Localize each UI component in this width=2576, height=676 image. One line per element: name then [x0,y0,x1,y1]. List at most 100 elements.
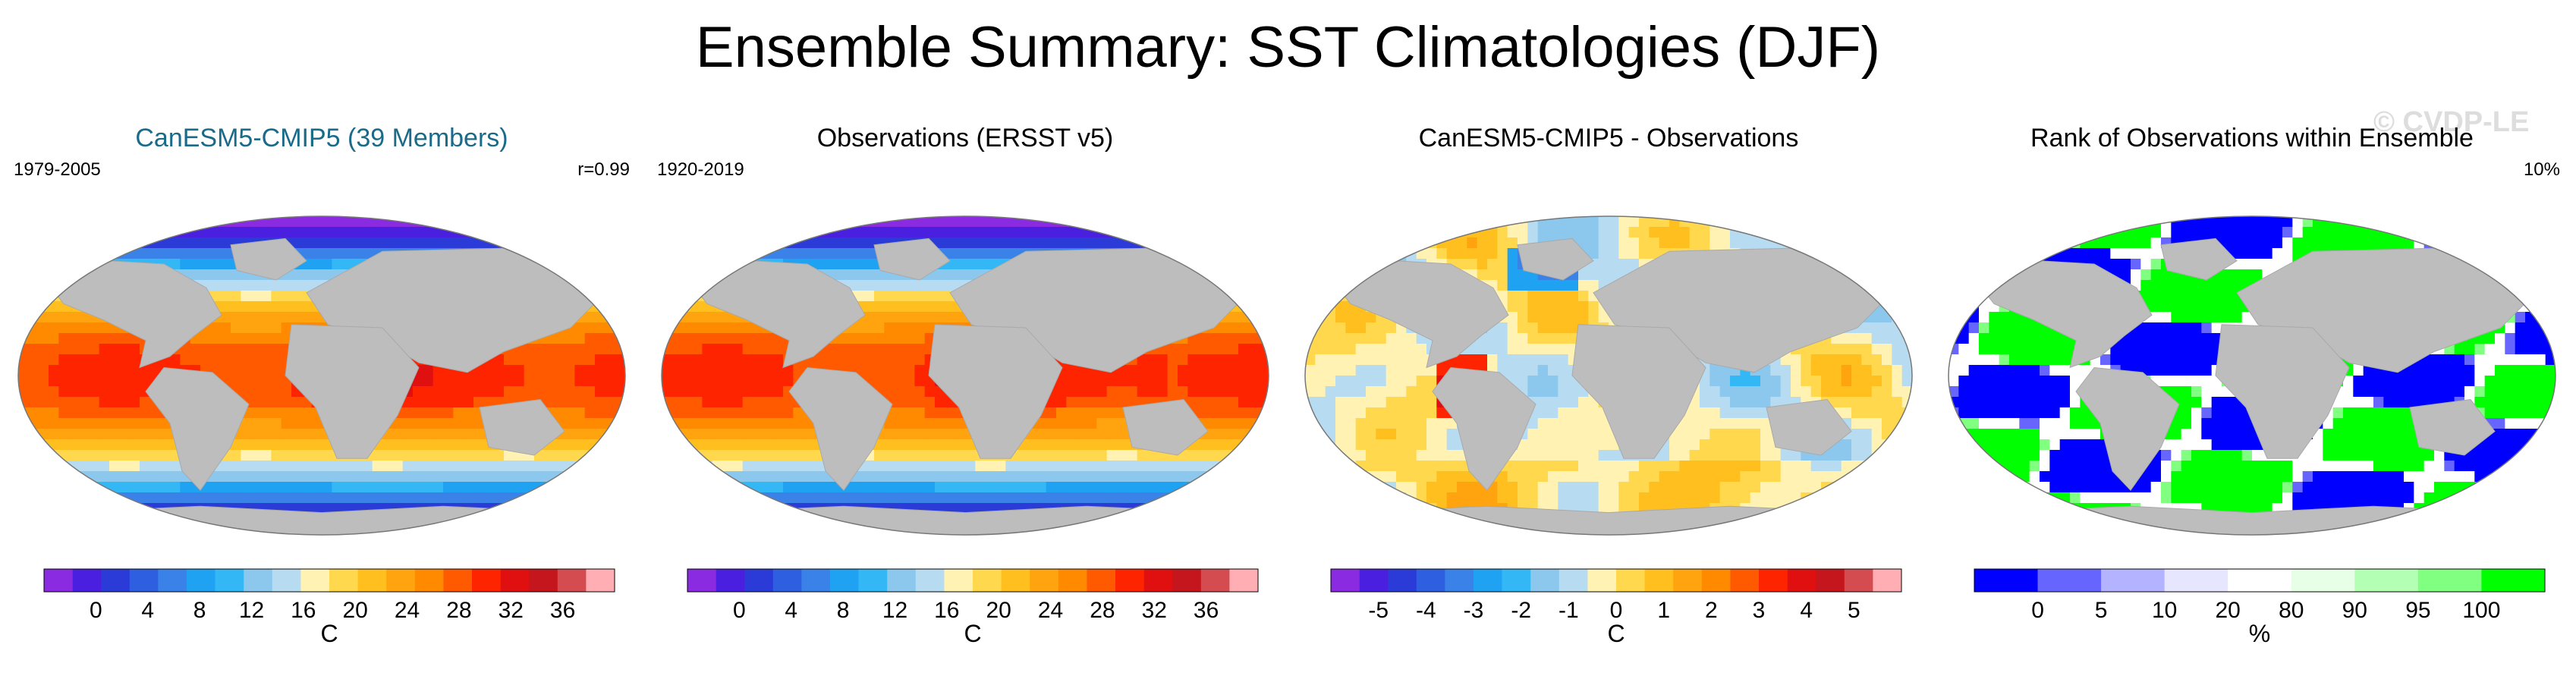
field-cell [1036,461,1047,472]
field-cell [392,418,404,429]
field-cell [874,439,885,451]
field-cell [514,482,525,493]
field-cell [1167,376,1178,387]
field-cell [955,216,966,228]
field-cell [1366,354,1376,366]
field-cell [1527,312,1539,323]
field-cell [423,386,434,398]
field-cell [1426,407,1437,419]
field-cell [1228,386,1239,398]
field-cell [884,227,895,238]
field-cell [291,301,302,313]
field-cell [1178,376,1188,387]
field-cell [99,439,110,451]
field-cell [565,376,575,387]
colorbar-swatch [129,569,159,592]
field-cell [1366,312,1376,323]
colorbar-tick-label: 36 [550,598,575,623]
field-cell [453,450,464,461]
field-cell [504,471,514,483]
land-south-america [145,366,250,491]
field-cell [863,312,875,323]
field-cell [1568,418,1579,429]
field-cell [493,354,505,366]
field-cell [1335,429,1346,440]
field-cell [311,216,322,228]
field-cell [1076,429,1087,440]
field-cell [1046,237,1057,249]
field-cell [605,354,616,366]
field-cell [1005,471,1017,483]
field-cell [914,216,926,228]
field-cell [453,376,464,387]
field-cell [584,376,596,387]
field-cell [1871,333,1882,344]
field-cell [493,482,505,493]
field-cell [1076,450,1087,461]
land-australia [1122,398,1209,456]
field-cell [854,482,865,493]
field-cell [89,429,100,440]
field-cell [1066,386,1077,398]
field-cell [702,386,713,398]
field-cell [1248,344,1260,355]
field-cell [1487,237,1498,249]
field-cell [1588,429,1599,440]
field-cell [1366,365,1376,376]
field-cell [1457,248,1467,259]
field-cell [392,450,404,461]
field-cell [352,492,363,504]
field-cell [985,216,996,228]
field-cell [250,344,262,355]
field-cell [574,386,586,398]
field-cell [1871,418,1882,429]
field-cell [170,237,181,249]
field-cell [1248,386,1260,398]
field-cell [833,248,845,259]
field-cell [261,227,272,238]
field-cell [241,376,252,387]
field-cell [1507,312,1518,323]
field-cell [1248,376,1260,387]
field-cell [1537,418,1549,429]
field-cell [1366,333,1376,344]
field-cell [372,237,383,249]
field-cell [1335,333,1346,344]
field-cell [1689,429,1700,440]
field-cell [1537,354,1549,366]
field-cell [904,333,915,344]
field-cell [904,344,915,355]
field-cell [894,301,905,313]
field-cell [281,461,292,472]
colorbar: 0 4 8 12 16 20 24 28 32 36C [687,568,1259,647]
panel-title: CanESM5-CMIP5 (39 Members) [135,124,508,152]
field-cell [1598,227,1609,238]
field-cell [1871,429,1882,440]
field-cell [1709,429,1721,440]
field-cell [772,344,784,355]
field-cell [1416,407,1427,419]
field-cell [301,482,313,493]
field-cell [823,248,835,259]
field-cell [392,439,404,451]
field-cell [1861,429,1873,440]
field-cell [1076,461,1087,472]
field-cell [119,418,131,429]
field-cell [1588,439,1599,451]
field-cell [1228,376,1239,387]
field-cell [362,237,373,249]
field-cell [241,418,252,429]
field-cell [1218,354,1229,366]
field-cell [1548,322,1558,334]
field-cell [1882,333,1892,344]
field-cell [924,471,936,483]
field-cell [392,471,404,483]
field-cell [1436,365,1448,376]
field-cell [803,450,814,461]
field-cell [423,365,434,376]
field-cell [884,312,895,323]
field-cell [1396,429,1407,440]
field-cell [753,365,763,376]
field-cell [1740,386,1751,398]
field-cell [432,237,444,249]
